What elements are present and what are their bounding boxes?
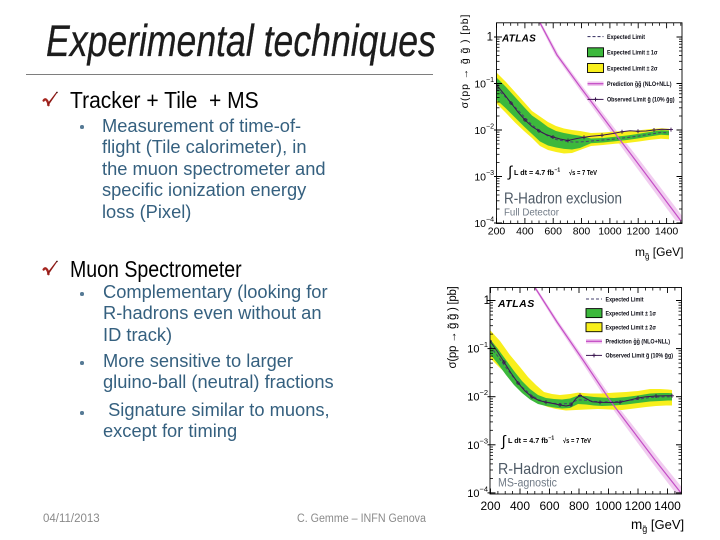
svg-text:−1: −1 (549, 436, 555, 442)
svg-text:σ(pp → g̃ g̃ ) [pb]: σ(pp → g̃ g̃ ) [pb] (447, 286, 459, 368)
svg-text:Expected Limit ± 2σ: Expected Limit ± 2σ (606, 325, 657, 332)
svg-text:1000: 1000 (595, 499, 622, 513)
svg-text:400: 400 (516, 226, 534, 238)
svg-text:√s = 7 TeV: √s = 7 TeV (563, 437, 591, 445)
svg-text:1400: 1400 (654, 499, 681, 513)
svg-text:−2: −2 (486, 123, 494, 131)
svg-text:σ(pp → g̃ g̃ ) [pb]: σ(pp → g̃ g̃ ) [pb] (459, 14, 471, 109)
svg-text:−1: −1 (480, 340, 489, 349)
svg-text:200: 200 (488, 226, 506, 238)
svg-text:Expected Limit ± 2σ: Expected Limit ± 2σ (607, 65, 658, 72)
svg-text:600: 600 (544, 226, 562, 238)
svg-text:mg̃ [GeV]: mg̃ [GeV] (635, 245, 683, 261)
svg-text:mg̃ [GeV]: mg̃ [GeV] (631, 517, 684, 534)
svg-text:400: 400 (510, 499, 530, 513)
svg-text:Expected Limit ± 1σ: Expected Limit ± 1σ (606, 310, 657, 317)
svg-text:1: 1 (484, 295, 490, 307)
svg-text:Expected Limit: Expected Limit (607, 34, 645, 41)
svg-text:600: 600 (539, 499, 559, 513)
svg-text:∫: ∫ (507, 164, 514, 181)
svg-text:∫: ∫ (501, 433, 508, 450)
svg-text:−3: −3 (480, 436, 489, 445)
svg-text:10: 10 (474, 218, 486, 230)
svg-text:1200: 1200 (625, 499, 652, 513)
svg-text:Prediction g̃g̃ (NLO+NLL): Prediction g̃g̃ (NLO+NLL) (606, 339, 671, 346)
svg-text:1200: 1200 (627, 226, 651, 238)
svg-text:10: 10 (467, 392, 479, 404)
svg-text:−3: −3 (486, 169, 494, 177)
svg-text:L dt = 4.7 fb: L dt = 4.7 fb (514, 170, 554, 177)
svg-text:Prediction g̃g̃ (NLO+NLL): Prediction g̃g̃ (NLO+NLL) (607, 81, 672, 88)
svg-text:Full Detector: Full Detector (504, 207, 559, 219)
svg-text:800: 800 (569, 499, 589, 513)
svg-text:−2: −2 (480, 388, 489, 397)
svg-text:1: 1 (487, 32, 493, 44)
svg-text:200: 200 (480, 499, 500, 513)
svg-text:√s = 7 TeV: √s = 7 TeV (569, 169, 597, 177)
svg-text:10: 10 (467, 488, 479, 500)
svg-text:800: 800 (573, 226, 591, 238)
svg-text:Expected Limit ± 1σ: Expected Limit ± 1σ (607, 50, 658, 57)
svg-text:Expected Limit: Expected Limit (606, 296, 644, 303)
svg-text:ATLAS: ATLAS (501, 33, 536, 44)
svg-text:−4: −4 (480, 484, 489, 493)
svg-text:−1: −1 (555, 168, 561, 174)
svg-text:10: 10 (467, 344, 479, 356)
svg-text:Observed Limit g̃ (10% g̃g): Observed Limit g̃ (10% g̃g) (606, 353, 674, 360)
svg-text:R-Hadron exclusion: R-Hadron exclusion (498, 461, 623, 478)
svg-text:10: 10 (474, 79, 486, 91)
svg-text:10: 10 (467, 440, 479, 452)
svg-text:1000: 1000 (598, 226, 622, 238)
svg-text:10: 10 (474, 172, 486, 184)
svg-text:10: 10 (474, 125, 486, 137)
svg-text:ATLAS: ATLAS (497, 298, 535, 310)
svg-text:−4: −4 (486, 216, 494, 224)
svg-text:Observed Limit g̃ (10% g̃g): Observed Limit g̃ (10% g̃g) (607, 97, 675, 104)
svg-text:R-Hadron exclusion: R-Hadron exclusion (504, 191, 622, 208)
svg-text:1400: 1400 (655, 226, 679, 238)
svg-text:L dt = 4.7 fb: L dt = 4.7 fb (508, 438, 548, 445)
svg-text:MS-agnostic: MS-agnostic (498, 478, 557, 490)
svg-text:−1: −1 (486, 76, 494, 84)
